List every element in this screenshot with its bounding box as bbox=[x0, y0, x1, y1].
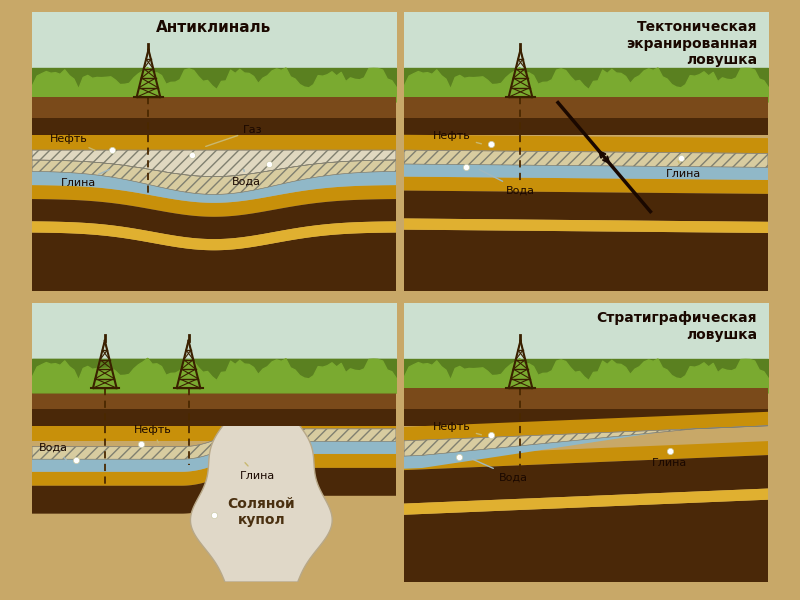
Polygon shape bbox=[404, 426, 768, 456]
Polygon shape bbox=[32, 118, 396, 135]
Polygon shape bbox=[32, 160, 396, 194]
Text: Глина: Глина bbox=[61, 169, 110, 188]
Text: Вода: Вода bbox=[479, 169, 535, 196]
Polygon shape bbox=[404, 230, 768, 291]
Text: Нефть: Нефть bbox=[134, 425, 172, 443]
Text: Глина: Глина bbox=[666, 161, 702, 179]
Polygon shape bbox=[32, 150, 396, 176]
Polygon shape bbox=[32, 199, 396, 239]
Text: Стратиграфическая
ловушка: Стратиграфическая ловушка bbox=[597, 311, 757, 341]
Polygon shape bbox=[32, 221, 396, 250]
Polygon shape bbox=[32, 172, 396, 203]
Polygon shape bbox=[32, 468, 396, 514]
Polygon shape bbox=[404, 455, 768, 503]
Polygon shape bbox=[404, 118, 768, 135]
Polygon shape bbox=[32, 388, 396, 409]
Polygon shape bbox=[32, 454, 396, 486]
Polygon shape bbox=[404, 218, 768, 233]
Polygon shape bbox=[404, 426, 768, 469]
Polygon shape bbox=[404, 412, 768, 441]
Polygon shape bbox=[32, 388, 396, 409]
Polygon shape bbox=[32, 185, 396, 217]
Text: Вода: Вода bbox=[472, 459, 528, 482]
Polygon shape bbox=[404, 488, 768, 515]
Polygon shape bbox=[404, 97, 768, 118]
Text: Глина: Глина bbox=[651, 451, 686, 468]
Polygon shape bbox=[32, 233, 396, 291]
Text: Вода: Вода bbox=[232, 170, 262, 187]
Text: Антиклиналь: Антиклиналь bbox=[156, 20, 272, 35]
Text: Вода: Вода bbox=[39, 443, 68, 460]
Text: Нефть: Нефть bbox=[433, 422, 482, 435]
Polygon shape bbox=[32, 426, 396, 441]
Polygon shape bbox=[32, 97, 396, 118]
Polygon shape bbox=[404, 164, 768, 180]
Polygon shape bbox=[32, 409, 396, 426]
Text: Тектоническая
экранированная
ловушка: Тектоническая экранированная ловушка bbox=[626, 20, 757, 67]
Polygon shape bbox=[32, 409, 396, 426]
Polygon shape bbox=[32, 135, 396, 150]
Text: Газ: Газ bbox=[206, 125, 262, 146]
Polygon shape bbox=[404, 500, 768, 582]
Polygon shape bbox=[32, 442, 396, 472]
Polygon shape bbox=[404, 409, 768, 426]
Polygon shape bbox=[404, 441, 768, 470]
Polygon shape bbox=[32, 429, 396, 459]
Polygon shape bbox=[404, 176, 768, 194]
Polygon shape bbox=[404, 150, 768, 167]
Text: Нефть: Нефть bbox=[50, 134, 95, 151]
Polygon shape bbox=[404, 135, 768, 154]
Polygon shape bbox=[404, 191, 768, 222]
Polygon shape bbox=[404, 388, 768, 409]
Text: Нефть: Нефть bbox=[433, 131, 482, 144]
Text: Глина: Глина bbox=[239, 463, 274, 481]
Polygon shape bbox=[190, 423, 332, 582]
Text: Соляной
купол: Соляной купол bbox=[227, 497, 295, 527]
